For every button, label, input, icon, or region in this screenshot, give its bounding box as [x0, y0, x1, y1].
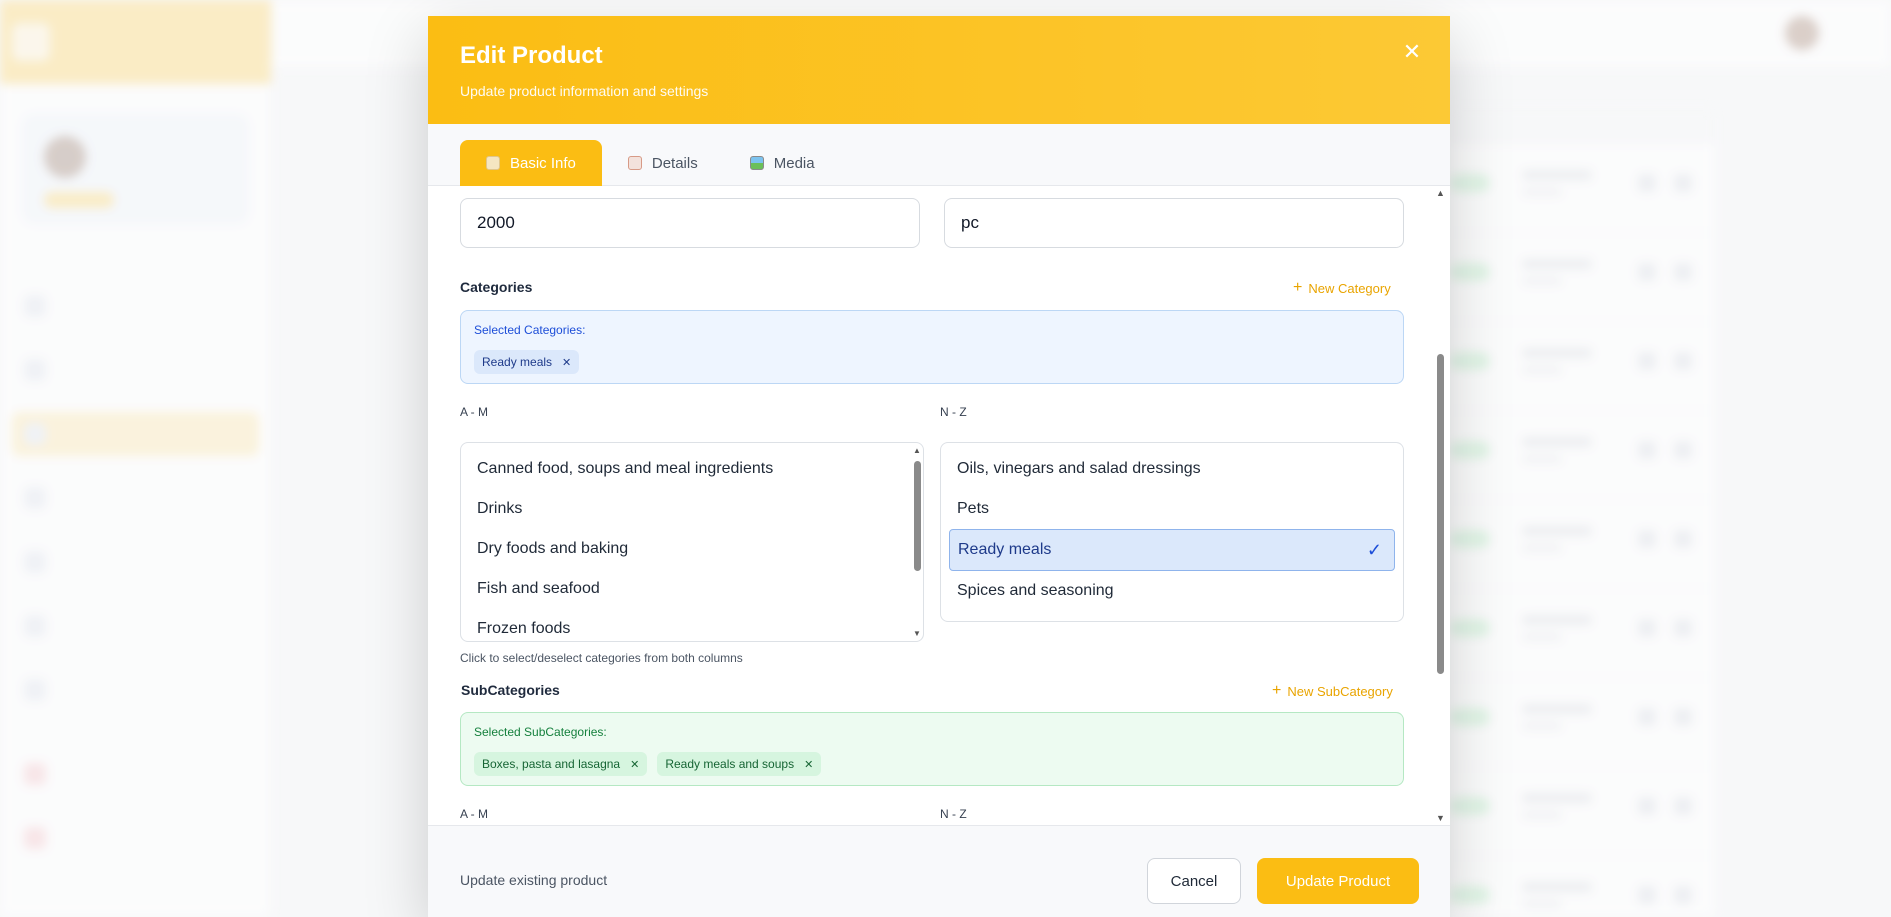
- remove-icon[interactable]: ✕: [804, 758, 814, 771]
- sidebar-item: [12, 476, 259, 520]
- list-item[interactable]: Frozen foods: [477, 620, 571, 637]
- sidebar-item: [12, 668, 259, 712]
- list-item[interactable]: Spices and seasoning: [957, 582, 1114, 599]
- categories-nz-label: N - Z: [940, 405, 967, 419]
- sidebar-item: [12, 412, 259, 456]
- tab-label: Details: [651, 154, 698, 172]
- tab-label: Media: [773, 154, 815, 172]
- categories-hint: Click to select/deselect categories from…: [460, 651, 743, 665]
- chip-label: Boxes, pasta and lasagna: [482, 757, 621, 771]
- subcategories-nz-label: N - Z: [940, 807, 967, 821]
- list-item-label: Ready meals: [958, 541, 1052, 558]
- avatar: [1785, 16, 1819, 50]
- list-scrollbar[interactable]: ▲ ▼: [911, 443, 923, 641]
- selected-subcategory-chip: Ready meals and soups ✕: [657, 752, 822, 776]
- scroll-down-icon[interactable]: ▼: [913, 629, 921, 638]
- tab-label: Basic Info: [510, 154, 576, 172]
- selected-subcategories-label: Selected SubCategories:: [474, 725, 607, 739]
- edit-product-modal: Edit Product Update product information …: [428, 16, 1450, 917]
- background-nav: [12, 284, 259, 860]
- selected-category-chip: Ready meals ✕: [474, 350, 580, 374]
- form-scroll-area[interactable]: Categories + New Category Selected Categ…: [428, 186, 1450, 825]
- tab-details[interactable]: Details: [602, 140, 724, 186]
- tab-basic-info[interactable]: Basic Info: [460, 140, 602, 186]
- update-product-button[interactable]: Update Product: [1257, 858, 1419, 904]
- plus-icon: +: [1293, 279, 1303, 296]
- modal-subtitle: Update product information and settings: [460, 83, 709, 99]
- checkmark-icon: ✓: [1366, 540, 1382, 560]
- background-user-card: [22, 114, 249, 224]
- status-badge: [44, 192, 114, 208]
- clipboard-icon: [486, 156, 500, 170]
- background-sidebar: [0, 0, 272, 917]
- modal-header: Edit Product Update product information …: [428, 16, 1450, 124]
- scroll-up-icon[interactable]: ▲: [1436, 188, 1445, 198]
- new-subcategory-label: New SubCategory: [1287, 683, 1393, 699]
- new-subcategory-button[interactable]: + New SubCategory: [1272, 682, 1393, 700]
- plus-icon: +: [1272, 682, 1282, 699]
- tab-media[interactable]: Media: [724, 140, 841, 186]
- form-scrollbar[interactable]: ▲ ▼: [1434, 186, 1446, 825]
- scroll-up-icon[interactable]: ▲: [913, 446, 921, 455]
- categories-title: Categories: [460, 279, 533, 295]
- modal-title: Edit Product: [460, 42, 603, 69]
- selected-categories-label: Selected Categories:: [474, 323, 586, 337]
- new-category-button[interactable]: + New Category: [1293, 279, 1391, 297]
- stock-field[interactable]: [460, 198, 920, 248]
- categories-nz-list[interactable]: Oils, vinegars and salad dressings Pets …: [940, 442, 1404, 622]
- categories-am-list[interactable]: Canned food, soups and meal ingredients …: [460, 442, 924, 642]
- sidebar-item: [12, 816, 259, 860]
- selected-subcategory-chip: Boxes, pasta and lasagna ✕: [474, 752, 648, 776]
- new-category-label: New Category: [1308, 280, 1391, 296]
- footer-status: Update existing product: [460, 872, 608, 888]
- list-item[interactable]: Pets: [957, 500, 990, 517]
- sidebar-item: [12, 604, 259, 648]
- avatar: [44, 136, 86, 178]
- close-icon[interactable]: ✕: [1402, 39, 1422, 64]
- selected-categories-box: Selected Categories: Ready meals ✕: [460, 310, 1404, 384]
- background-brand: [0, 0, 271, 84]
- memo-icon: [627, 156, 642, 170]
- remove-icon[interactable]: ✕: [562, 356, 572, 369]
- list-item[interactable]: Canned food, soups and meal ingredients: [477, 460, 774, 477]
- image-icon: [749, 156, 764, 170]
- sidebar-item: [12, 284, 259, 328]
- subcategories-title: SubCategories: [461, 682, 560, 698]
- list-item[interactable]: Oils, vinegars and salad dressings: [957, 460, 1201, 477]
- cancel-button[interactable]: Cancel: [1147, 858, 1241, 904]
- tab-bar: Basic Info Details Media: [428, 124, 1450, 186]
- scrollbar-thumb[interactable]: [1437, 354, 1444, 674]
- unit-field[interactable]: [944, 198, 1404, 248]
- scroll-down-icon[interactable]: ▼: [1436, 813, 1445, 823]
- list-item-selected[interactable]: Ready meals ✓: [949, 529, 1395, 571]
- chip-label: Ready meals and soups: [665, 757, 795, 771]
- subcategories-am-label: A - M: [460, 807, 489, 821]
- sidebar-item: [12, 348, 259, 392]
- sidebar-item: [12, 752, 259, 796]
- list-item[interactable]: Drinks: [477, 500, 523, 517]
- modal-footer: Update existing product Cancel Update Pr…: [428, 825, 1450, 917]
- background-table: [1450, 108, 1715, 917]
- list-item[interactable]: Fish and seafood: [477, 580, 600, 597]
- selected-subcategories-box: Selected SubCategories: Boxes, pasta and…: [460, 712, 1404, 786]
- sidebar-item: [12, 540, 259, 584]
- remove-icon[interactable]: ✕: [630, 758, 640, 771]
- logo: [12, 23, 50, 61]
- categories-am-label: A - M: [460, 405, 489, 419]
- chip-label: Ready meals: [482, 355, 553, 369]
- scrollbar-thumb[interactable]: [914, 461, 921, 571]
- list-item[interactable]: Dry foods and baking: [477, 540, 629, 557]
